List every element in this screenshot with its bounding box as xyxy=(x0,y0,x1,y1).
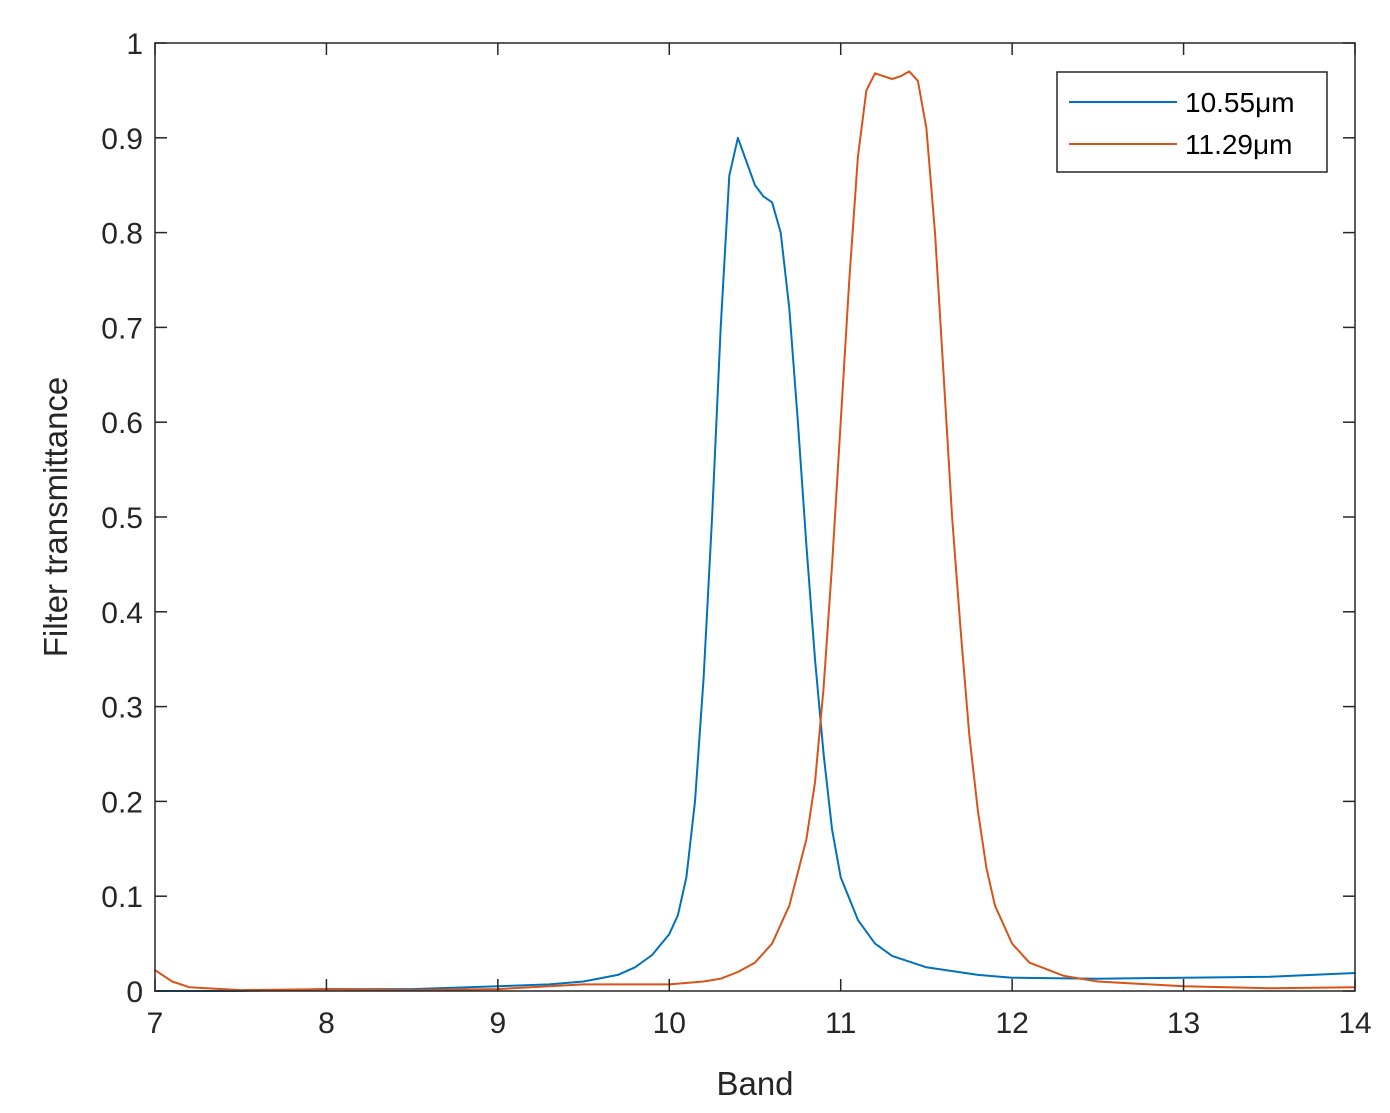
y-tick-label: 0.5 xyxy=(101,502,143,535)
y-tick-label: 0 xyxy=(126,976,143,1009)
legend-label-11-29um: 11.29μm xyxy=(1185,129,1292,160)
x-tick-label: 8 xyxy=(318,1007,335,1040)
y-axis-label: Filter transmittance xyxy=(37,377,74,658)
y-tick-label: 1 xyxy=(126,28,143,61)
x-tick-label: 7 xyxy=(147,1007,164,1040)
x-tick-label: 12 xyxy=(995,1007,1028,1040)
legend-box xyxy=(1056,71,1328,173)
y-tick-label: 0.8 xyxy=(101,218,143,251)
ticks-layer: 7 8 9 10 11 12 13 14 0 0.1 0.2 0.3 0.4 0.5 0.6 0.7 0.8 0.… xyxy=(101,28,1371,1040)
x-tick-label: 10 xyxy=(653,1007,686,1040)
x-tick-label: 9 xyxy=(490,1007,507,1040)
y-tick-label: 0.3 xyxy=(101,692,143,725)
y-tick-label: 0.7 xyxy=(101,312,143,345)
y-tick-label: 0.2 xyxy=(101,786,143,819)
legend-label-10-55um: 10.55μm xyxy=(1185,87,1295,118)
x-tick-label: 13 xyxy=(1167,1007,1200,1040)
x-tick-label: 11 xyxy=(825,1007,856,1040)
y-tick-label: 0.4 xyxy=(101,597,143,630)
series-line-0 xyxy=(154,136,1356,992)
legend: 10.55μm 11.29μm xyxy=(1056,71,1328,173)
x-axis-label: Band xyxy=(716,1065,793,1102)
y-tick-label: 0.1 xyxy=(101,881,143,914)
x-tick-label: 14 xyxy=(1338,1007,1371,1040)
y-tick-label: 0.9 xyxy=(101,123,143,156)
series-layer xyxy=(154,70,1356,992)
y-tick-label: 0.6 xyxy=(101,407,143,440)
series-line-1 xyxy=(154,70,1356,992)
